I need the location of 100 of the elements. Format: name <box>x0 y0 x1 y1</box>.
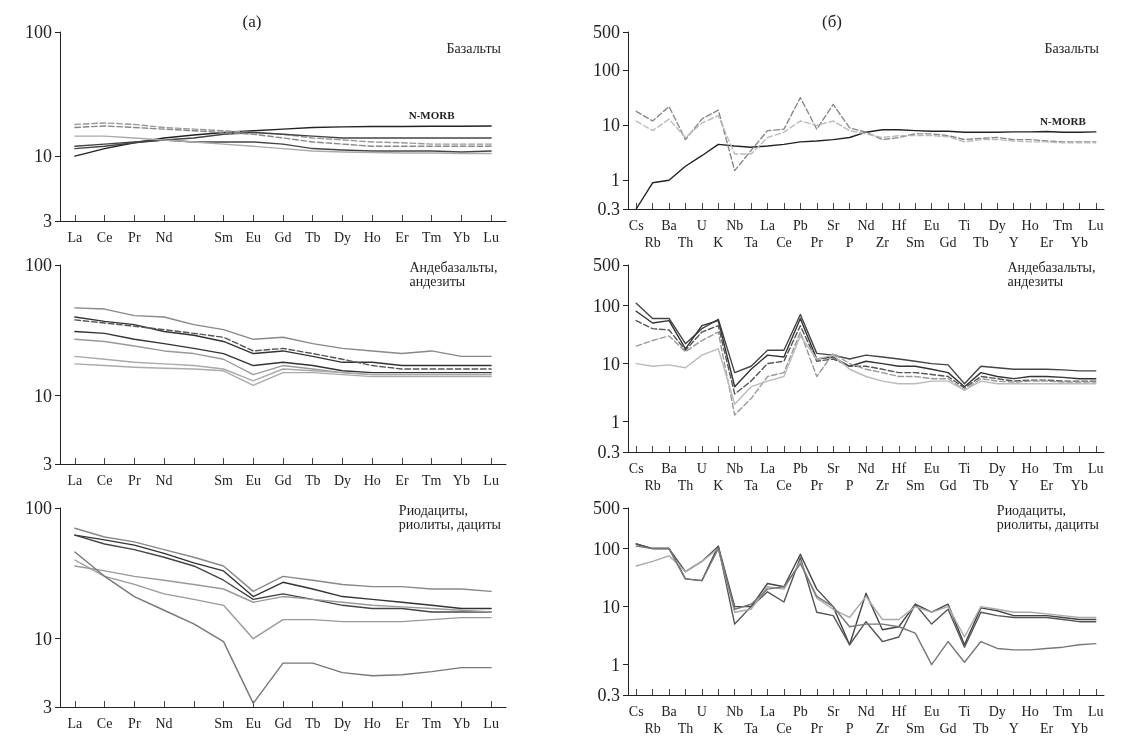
x-tick-label: Ce <box>96 230 113 245</box>
x-tick-label: Lu <box>1088 218 1104 233</box>
x-tick-label: Er <box>395 230 409 245</box>
x-tick-label: Pb <box>792 461 808 476</box>
text: Базальты <box>1044 40 1100 56</box>
x-tick-label: P <box>845 478 854 493</box>
x-tick-label: Sm <box>214 473 233 488</box>
x-tick-label: Zr <box>875 721 890 736</box>
x-tick-label: Sm <box>905 235 925 250</box>
x-tick-label: Ba <box>661 218 678 233</box>
x-tick-label: Eu <box>245 473 262 488</box>
x-tick-label: Pr <box>128 473 141 488</box>
x-tick-label: Ho <box>363 716 381 731</box>
chart-title: (а) <box>242 12 262 31</box>
x-tick-label: Gd <box>274 473 292 488</box>
x-tick-label: Ho <box>1021 218 1039 233</box>
x-tick-label: Tb <box>304 230 321 245</box>
x-tick-label: Tm <box>1053 704 1073 719</box>
x-tick-label: Hf <box>891 461 907 476</box>
x-tick-label: Ta <box>744 721 759 736</box>
x-tick-label: U <box>696 461 707 476</box>
y-tick-label: 10 <box>34 385 52 406</box>
x-tick-label: Ba <box>661 704 678 719</box>
y-tick-label: 100 <box>25 498 52 518</box>
x-tick-label: Th <box>677 235 694 250</box>
x-tick-label: Sr <box>826 218 840 233</box>
x-tick-label: Yb <box>452 230 470 245</box>
y-tick-label: 500 <box>593 22 620 42</box>
x-tick-label: Eu <box>245 230 262 245</box>
x-tick-label: Pr <box>128 230 141 245</box>
y-tick-label: 3 <box>43 211 52 231</box>
chart-subtitle: Андебазальты, андезиты <box>409 259 502 289</box>
x-tick-label: Pr <box>810 235 824 250</box>
x-tick-label: Lu <box>1088 461 1104 476</box>
y-tick-label: 3 <box>43 454 52 474</box>
x-tick-label: La <box>67 716 84 731</box>
x-tick-label: Eu <box>245 716 262 731</box>
chart-subtitle: Риодациты, риолиты, дациты <box>996 502 1100 532</box>
y-tick-label: 100 <box>593 295 620 316</box>
x-tick-label: Ce <box>776 478 792 493</box>
x-tick-label: Dy <box>333 716 352 731</box>
x-tick-label: La <box>67 230 84 245</box>
y-tick-label: 10 <box>34 628 52 649</box>
y-tick-label: 100 <box>593 60 620 81</box>
x-tick-label: Tm <box>1053 218 1073 233</box>
x-tick-label: Eu <box>923 704 940 719</box>
x-tick-label: La <box>67 473 84 488</box>
x-tick-label: Tm <box>421 716 442 731</box>
text: Базальты <box>446 40 502 56</box>
x-tick-label: Yb <box>1070 478 1088 493</box>
x-tick-label: Ta <box>744 478 759 493</box>
x-tick-label: Lu <box>483 473 499 488</box>
x-tick-label: Ce <box>96 716 113 731</box>
x-tick-label: Pb <box>792 218 808 233</box>
x-tick-label: Er <box>395 716 409 731</box>
x-tick-label: Tb <box>304 716 321 731</box>
x-tick-label: Dy <box>333 230 352 245</box>
x-tick-label: Nd <box>155 230 173 245</box>
x-tick-label: Y <box>1008 235 1019 250</box>
chart-subtitle: Риодациты, риолиты, дациты <box>398 502 502 532</box>
x-tick-label: Er <box>395 473 409 488</box>
x-tick-label: U <box>696 704 707 719</box>
x-tick-label: Dy <box>988 704 1006 719</box>
x-tick-label: Pr <box>810 478 824 493</box>
x-tick-label: Y <box>1008 478 1019 493</box>
y-tick-label: 1 <box>611 170 620 191</box>
x-tick-label: Th <box>677 721 694 736</box>
x-tick-label: Sm <box>214 716 233 731</box>
x-tick-label: Tm <box>421 230 442 245</box>
x-tick-label: Lu <box>483 230 499 245</box>
x-tick-label: Pb <box>792 704 808 719</box>
x-tick-label: Er <box>1039 721 1054 736</box>
x-tick-label: Ti <box>958 218 971 233</box>
x-tick-label: Hf <box>891 218 907 233</box>
x-tick-label: Gd <box>939 235 957 250</box>
x-tick-label: P <box>845 721 854 736</box>
x-tick-label: Zr <box>875 478 890 493</box>
y-tick-label: 10 <box>602 596 620 617</box>
y-tick-label: 10 <box>602 353 620 374</box>
x-tick-label: Dy <box>333 473 352 488</box>
x-tick-label: Gd <box>274 230 292 245</box>
x-tick-label: Lu <box>1088 704 1104 719</box>
x-tick-label: Cs <box>628 218 644 233</box>
y-tick-label: 3 <box>43 697 52 717</box>
x-tick-label: Ce <box>776 235 792 250</box>
y-tick-label: 1 <box>611 654 620 675</box>
x-tick-label: Sm <box>905 721 925 736</box>
x-tick-label: Eu <box>923 218 940 233</box>
x-tick-label: Tb <box>973 721 989 736</box>
x-tick-label: Nd <box>155 473 173 488</box>
y-tick-label: 1 <box>611 411 620 432</box>
x-tick-label: Dy <box>988 461 1006 476</box>
x-tick-label: Ti <box>958 704 971 719</box>
x-tick-label: Eu <box>923 461 940 476</box>
x-tick-label: Tm <box>421 473 442 488</box>
series-label: N-MORB <box>408 108 456 121</box>
x-tick-label: P <box>845 235 854 250</box>
x-tick-label: Sm <box>905 478 925 493</box>
x-tick-label: Rb <box>644 235 661 250</box>
x-tick-label: Sr <box>826 704 840 719</box>
